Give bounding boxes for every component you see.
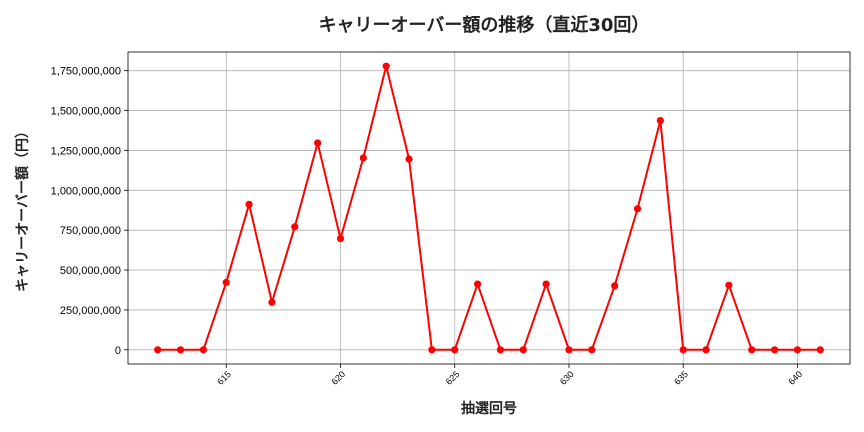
y-axis-label: キャリーオーバー額（円） [14,124,31,292]
data-point [588,346,596,354]
x-tick-label: 635 [672,369,690,387]
data-point [382,62,390,70]
data-point [771,346,779,354]
data-point [222,278,230,286]
y-tick-label: 500,000,000 [60,265,121,277]
data-point [359,154,367,162]
data-point [725,281,733,289]
data-point [154,346,162,354]
y-tick-label: 1,750,000,000 [51,66,121,78]
data-point [428,346,436,354]
series-line [157,65,821,351]
y-tick-label: 0 [115,345,121,357]
data-point [519,346,527,354]
data-point [816,346,824,354]
series-layer [154,62,824,354]
data-point [199,346,207,354]
chart-title: キャリーオーバー額の推移（直近30回） [319,14,650,36]
y-tick-label: 1,500,000,000 [51,106,121,118]
data-point [405,155,413,163]
data-point [633,205,642,213]
data-point [611,282,619,290]
x-tick-label: 625 [444,369,462,387]
y-tick-label: 250,000,000 [60,305,121,317]
data-point [793,346,802,354]
x-tick-label: 630 [558,369,576,387]
data-point [565,346,573,354]
data-point [336,235,345,243]
data-point [451,346,459,354]
x-axis-label: 抽選回号 [461,400,517,417]
x-tick-label: 640 [786,369,804,387]
data-point [314,139,322,147]
data-point [542,280,550,288]
data-point [656,116,664,125]
y-tick-label: 1,250,000,000 [51,145,121,157]
data-point [496,346,505,354]
data-point [679,346,687,354]
x-tick-label: 615 [215,369,233,387]
y-axis: 0 250,000,000 500,000,000 750,000,000 1,000,… [51,66,128,357]
plot-frame [127,51,851,365]
data-point [245,200,253,208]
grid [128,52,850,364]
x-tick-label: 620 [330,369,348,387]
data-point [291,223,299,231]
data-point [702,346,710,354]
y-tick-label: 1,000,000,000 [51,185,121,197]
data-point [176,346,185,354]
x-axis: 615 620 625 630 635 640 [215,364,804,387]
data-point [473,280,482,288]
data-point [268,298,276,306]
data-point [748,346,756,354]
y-tick-label: 750,000,000 [60,225,121,237]
